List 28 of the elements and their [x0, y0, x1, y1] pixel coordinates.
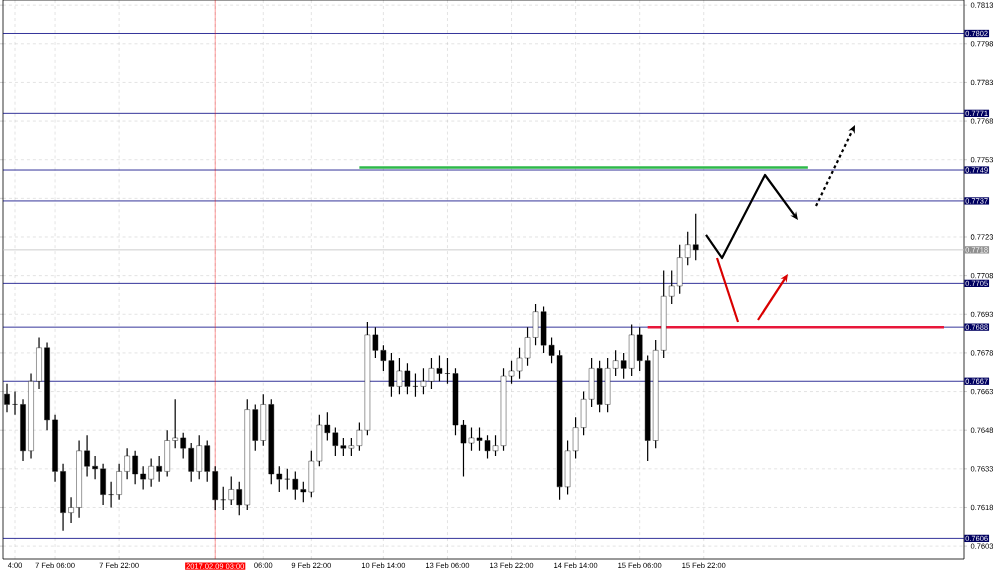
candlestick	[12, 390, 18, 416]
candlestick	[92, 455, 98, 480]
candlestick	[28, 372, 34, 460]
candlestick	[684, 231, 691, 266]
candlestick	[124, 447, 130, 480]
candlestick	[692, 213, 699, 261]
candlestick	[68, 496, 74, 524]
candlestick	[412, 372, 419, 398]
candlestick	[284, 468, 291, 491]
candlestick	[44, 342, 50, 431]
candlestick	[100, 463, 106, 506]
candlestick	[76, 439, 82, 519]
candlestick	[220, 486, 226, 511]
candlestick	[172, 398, 178, 449]
candlestick	[52, 414, 58, 483]
candlestick	[228, 475, 234, 506]
candlestick	[196, 434, 202, 480]
candlestick	[60, 463, 66, 532]
candlestick	[444, 357, 451, 385]
candlestick	[140, 465, 146, 491]
candlestick	[116, 463, 122, 501]
candlestick	[156, 455, 162, 483]
candlestick	[20, 398, 26, 462]
candlestick	[276, 465, 283, 493]
candlestick	[84, 434, 90, 478]
candlestick	[132, 450, 138, 485]
candlestick	[36, 336, 42, 390]
candlestick	[236, 481, 243, 516]
